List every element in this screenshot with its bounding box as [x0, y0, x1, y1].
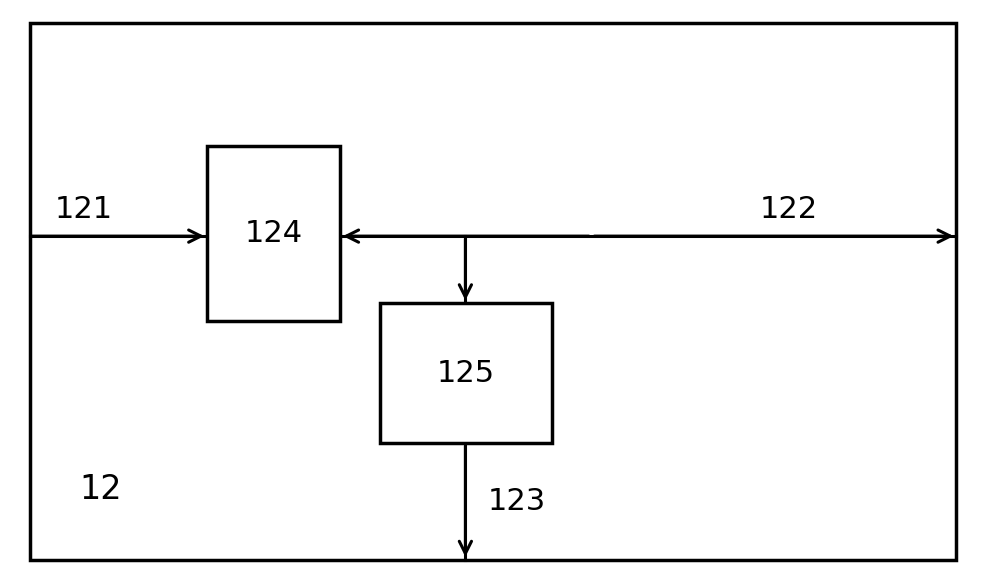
Text: 123: 123 — [488, 487, 546, 516]
Text: 125: 125 — [437, 359, 495, 388]
Bar — [207, 146, 340, 321]
Text: 12: 12 — [79, 473, 121, 506]
Text: 122: 122 — [759, 195, 817, 224]
Text: 121: 121 — [54, 195, 112, 224]
Text: 124: 124 — [245, 219, 303, 248]
Bar — [380, 303, 552, 443]
